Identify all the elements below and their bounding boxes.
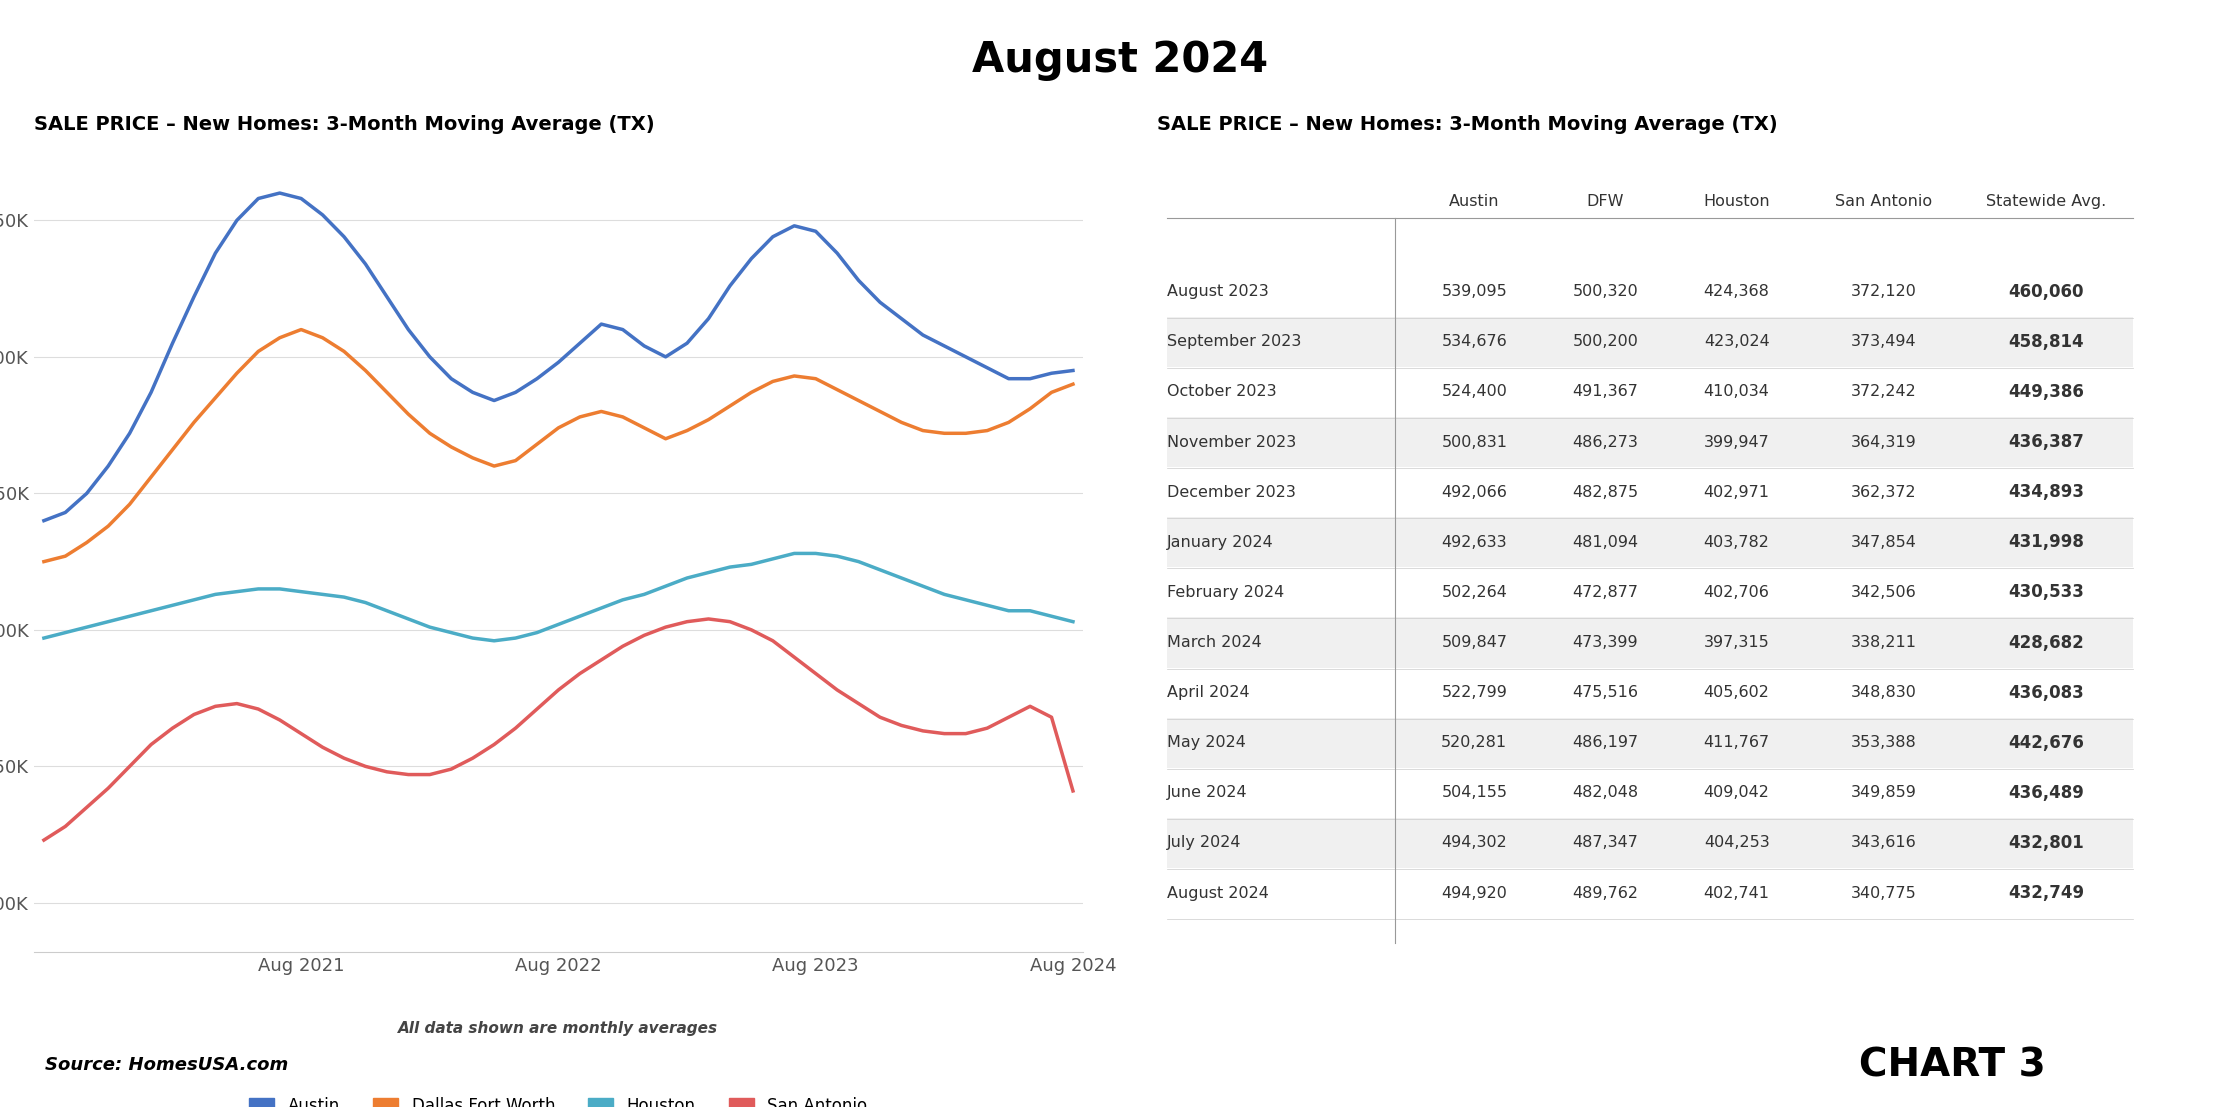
Text: Statewide Avg.: Statewide Avg. (1987, 194, 2106, 208)
Text: 348,830: 348,830 (1850, 685, 1917, 700)
Text: CHART 3: CHART 3 (1859, 1047, 2045, 1085)
Text: SALE PRICE – New Homes: 3-Month Moving Average (TX): SALE PRICE – New Homes: 3-Month Moving A… (34, 115, 654, 134)
Text: 442,676: 442,676 (2009, 734, 2083, 752)
Text: Austin: Austin (1449, 194, 1499, 208)
Text: 343,616: 343,616 (1850, 836, 1917, 850)
Text: 402,706: 402,706 (1705, 584, 1770, 600)
Text: 340,775: 340,775 (1850, 886, 1917, 900)
Text: Houston: Houston (1702, 194, 1770, 208)
Text: 492,633: 492,633 (1443, 535, 1508, 550)
Text: 458,814: 458,814 (2009, 333, 2083, 351)
Text: 397,315: 397,315 (1705, 635, 1770, 650)
Text: 492,066: 492,066 (1440, 485, 1508, 499)
Text: 534,676: 534,676 (1440, 334, 1508, 350)
Text: August 2024: August 2024 (972, 39, 1268, 81)
Text: 436,387: 436,387 (2009, 433, 2083, 452)
Text: 475,516: 475,516 (1572, 685, 1637, 700)
Text: 539,095: 539,095 (1440, 284, 1508, 299)
Text: 403,782: 403,782 (1705, 535, 1770, 550)
Text: May 2024: May 2024 (1167, 735, 1245, 751)
Text: DFW: DFW (1586, 194, 1624, 208)
Text: San Antonio: San Antonio (1835, 194, 1933, 208)
Text: 486,273: 486,273 (1572, 435, 1637, 449)
Text: 524,400: 524,400 (1440, 384, 1508, 400)
Text: 460,060: 460,060 (2009, 282, 2083, 301)
Text: 372,120: 372,120 (1850, 284, 1917, 299)
Text: 410,034: 410,034 (1705, 384, 1770, 400)
Text: SALE PRICE – New Homes: 3-Month Moving Average (TX): SALE PRICE – New Homes: 3-Month Moving A… (1156, 115, 1776, 134)
Text: 405,602: 405,602 (1705, 685, 1770, 700)
Text: 432,749: 432,749 (2009, 884, 2085, 902)
Text: 500,831: 500,831 (1440, 435, 1508, 449)
Bar (1167, 717, 2132, 768)
Text: 409,042: 409,042 (1705, 785, 1770, 800)
Text: 362,372: 362,372 (1850, 485, 1917, 499)
Bar (1167, 317, 2132, 366)
Text: October 2023: October 2023 (1167, 384, 1277, 400)
Text: 489,762: 489,762 (1572, 886, 1637, 900)
Text: 500,320: 500,320 (1572, 284, 1637, 299)
Text: 338,211: 338,211 (1850, 635, 1917, 650)
Text: 473,399: 473,399 (1572, 635, 1637, 650)
Text: 449,386: 449,386 (2009, 383, 2083, 401)
Text: 402,741: 402,741 (1705, 886, 1770, 900)
Text: 431,998: 431,998 (2009, 534, 2083, 551)
Text: 423,024: 423,024 (1705, 334, 1770, 350)
Text: 372,242: 372,242 (1850, 384, 1917, 400)
Text: June 2024: June 2024 (1167, 785, 1248, 800)
Text: July 2024: July 2024 (1167, 836, 1241, 850)
Text: 522,799: 522,799 (1440, 685, 1508, 700)
Text: March 2024: March 2024 (1167, 635, 1261, 650)
Text: 502,264: 502,264 (1440, 584, 1508, 600)
Text: 436,489: 436,489 (2009, 784, 2083, 801)
Text: 342,506: 342,506 (1850, 584, 1917, 600)
Text: November 2023: November 2023 (1167, 435, 1297, 449)
Text: 399,947: 399,947 (1705, 435, 1770, 449)
Text: 430,533: 430,533 (2009, 583, 2083, 601)
Text: 504,155: 504,155 (1440, 785, 1508, 800)
Text: 486,197: 486,197 (1572, 735, 1637, 751)
Text: 347,854: 347,854 (1850, 535, 1917, 550)
Bar (1167, 417, 2132, 467)
Text: 520,281: 520,281 (1440, 735, 1508, 751)
Text: 509,847: 509,847 (1440, 635, 1508, 650)
Text: 436,083: 436,083 (2009, 684, 2083, 702)
Bar (1167, 818, 2132, 868)
Legend: Austin, Dallas Fort Worth, Houston, San Antonio: Austin, Dallas Fort Worth, Houston, San … (242, 1090, 874, 1107)
Text: Source: HomesUSA.com: Source: HomesUSA.com (45, 1056, 289, 1074)
Bar (1167, 618, 2132, 668)
Text: 424,368: 424,368 (1705, 284, 1770, 299)
Text: 487,347: 487,347 (1572, 836, 1637, 850)
Text: All data shown are monthly averages: All data shown are monthly averages (399, 1021, 719, 1036)
Text: 494,302: 494,302 (1440, 836, 1508, 850)
Text: 472,877: 472,877 (1572, 584, 1637, 600)
Text: December 2023: December 2023 (1167, 485, 1297, 499)
Text: 432,801: 432,801 (2009, 834, 2083, 852)
Bar (1167, 517, 2132, 568)
Text: 364,319: 364,319 (1850, 435, 1917, 449)
Text: February 2024: February 2024 (1167, 584, 1284, 600)
Text: January 2024: January 2024 (1167, 535, 1275, 550)
Text: April 2024: April 2024 (1167, 685, 1250, 700)
Text: September 2023: September 2023 (1167, 334, 1301, 350)
Text: 428,682: 428,682 (2009, 633, 2083, 652)
Text: 353,388: 353,388 (1850, 735, 1917, 751)
Text: 482,875: 482,875 (1572, 485, 1637, 499)
Text: 402,971: 402,971 (1705, 485, 1770, 499)
Text: 482,048: 482,048 (1572, 785, 1637, 800)
Text: 494,920: 494,920 (1440, 886, 1508, 900)
Text: August 2024: August 2024 (1167, 886, 1270, 900)
Text: 404,253: 404,253 (1705, 836, 1770, 850)
Text: 349,859: 349,859 (1850, 785, 1917, 800)
Text: 500,200: 500,200 (1572, 334, 1637, 350)
Text: 434,893: 434,893 (2009, 483, 2085, 501)
Text: 411,767: 411,767 (1705, 735, 1770, 751)
Text: August 2023: August 2023 (1167, 284, 1270, 299)
Text: 491,367: 491,367 (1572, 384, 1637, 400)
Text: 481,094: 481,094 (1572, 535, 1637, 550)
Text: 373,494: 373,494 (1850, 334, 1917, 350)
